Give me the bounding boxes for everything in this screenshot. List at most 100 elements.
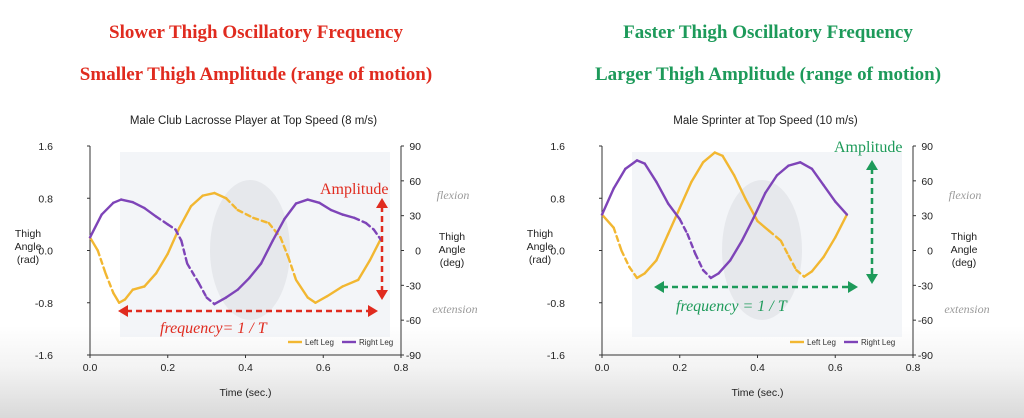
y-tick-label-left: -0.8 <box>35 298 53 310</box>
right-leg-segment <box>612 167 627 190</box>
thigh-angle-chart-sprinter: Male Sprinter at Top Speed (10 m/s) 0.0 0.… <box>527 115 990 399</box>
left-leg-segment <box>357 259 372 282</box>
left-leg-segment <box>810 255 825 273</box>
right-leg-segment <box>154 215 169 226</box>
left-leg-segment <box>368 236 383 262</box>
right-leg-segment <box>174 228 183 242</box>
panel-heading-line2: Smaller Thigh Amplitude (range of motion… <box>79 64 433 85</box>
y-tick-label-left: 1.6 <box>38 141 53 153</box>
video-backdrop <box>120 152 390 337</box>
left-leg-segment <box>822 236 837 259</box>
left-leg-segment <box>721 154 736 177</box>
left-leg-segment <box>678 180 693 210</box>
legend-label-right-leg: Right Leg <box>359 338 393 347</box>
y-tick-label-right: 90 <box>921 141 933 153</box>
amplitude-arrowhead-bottom <box>866 274 878 284</box>
left-leg-segment <box>314 295 329 304</box>
frequency-arrowhead-left <box>118 305 128 317</box>
x-axis-label: Time (sec.) <box>219 387 271 399</box>
left-leg-segment <box>834 213 849 239</box>
right-leg-segment <box>166 223 177 231</box>
y-tick-label-right: -90 <box>406 350 421 362</box>
left-leg-segment <box>201 191 216 197</box>
y-axis-label-right: (deg) <box>440 257 465 269</box>
chart-title: Male Club Lacrosse Player at Top Speed (… <box>130 115 377 127</box>
left-leg-segment <box>306 296 317 304</box>
y-tick-label-right: 60 <box>409 176 421 188</box>
right-leg-segment <box>822 183 837 203</box>
panel-heading-line1: Faster Thigh Oscillatory Frequency <box>623 22 913 43</box>
y-tick-label-right: 0 <box>927 246 933 258</box>
right-leg-segment <box>764 174 779 195</box>
left-leg-segment <box>620 249 631 269</box>
y-tick-label-left: 1.6 <box>550 141 565 153</box>
y-axis-label-left: (rad) <box>529 254 551 266</box>
right-leg-segment <box>131 200 146 210</box>
y-axis-label-right: Angle <box>951 244 978 256</box>
y-tick-label-right: 30 <box>409 211 421 223</box>
x-tick-label: 0.6 <box>828 362 843 374</box>
y-tick-label-right: 90 <box>409 141 421 153</box>
x-tick-label: 0.8 <box>906 362 921 374</box>
y-tick-label-right: -60 <box>406 315 421 327</box>
legend-label-left-leg: Left Leg <box>305 338 334 347</box>
y-tick-label-right: -30 <box>918 280 933 292</box>
right-leg-segment <box>752 191 767 220</box>
right-leg-segment <box>318 201 333 212</box>
left-leg-segment <box>294 278 309 299</box>
left-leg-segment <box>666 206 681 236</box>
right-leg-segment <box>294 198 309 205</box>
right-leg-segment <box>717 259 732 275</box>
right-leg-segment <box>666 202 681 221</box>
right-leg-segment <box>329 208 344 216</box>
amplitude-arrowhead-bottom <box>376 290 388 300</box>
x-tick-label: 0.8 <box>394 362 409 374</box>
left-leg-segment <box>189 194 204 208</box>
left-leg-segment <box>252 216 271 225</box>
right-leg-segment <box>180 239 189 265</box>
right-leg-segment <box>678 217 689 236</box>
y-tick-label-left: 0.8 <box>38 193 53 205</box>
right-leg-segment <box>600 187 615 216</box>
legend-label-left-leg: Left Leg <box>807 338 836 347</box>
left-leg-segment <box>787 254 798 272</box>
video-backdrop <box>632 152 902 337</box>
right-leg-segment <box>213 296 228 306</box>
amplitude-label: Amplitude <box>834 139 902 156</box>
left-leg-segment <box>612 226 623 252</box>
left-panel: Slower Thigh Oscillatory Frequency Small… <box>15 22 478 399</box>
panel-heading-line1: Slower Thigh Oscillatory Frequency <box>109 22 403 43</box>
right-leg-segment <box>655 180 670 205</box>
left-leg-segment <box>154 252 169 275</box>
left-leg-segment <box>325 285 344 298</box>
right-leg-segment <box>353 216 368 225</box>
right-leg-segment <box>236 276 251 291</box>
frequency-arrowhead-right <box>368 305 378 317</box>
right-leg-segment <box>729 239 744 262</box>
right-leg-segment <box>834 200 849 216</box>
left-leg-segment <box>655 232 670 262</box>
left-leg-segment <box>236 208 255 220</box>
y-tick-label-left: 0.0 <box>550 246 565 258</box>
right-leg-segment <box>643 162 658 184</box>
left-leg-segment <box>112 291 121 304</box>
frequency-arrowhead-left <box>654 281 664 293</box>
left-leg-segment <box>744 198 759 223</box>
x-axis-label: Time (sec.) <box>731 387 783 399</box>
left-leg-segment <box>96 249 107 275</box>
left-leg-segment <box>767 229 783 242</box>
y-tick-label-right: 0 <box>415 246 421 258</box>
flexion-label: flexion <box>949 188 982 202</box>
left-leg-segment <box>143 272 158 288</box>
right-leg-segment <box>364 221 375 231</box>
left-leg-segment <box>795 268 806 278</box>
right-leg-segment <box>119 198 134 204</box>
y-tick-label-right: 30 <box>921 211 933 223</box>
left-leg-segment <box>224 197 239 212</box>
left-leg-segment <box>287 255 298 282</box>
right-leg-segment <box>197 281 208 299</box>
y-axis-label-right: Thigh <box>951 231 977 243</box>
right-leg-segment <box>306 198 321 205</box>
left-leg-segment <box>635 272 646 280</box>
y-tick-label-left: 0.8 <box>550 193 565 205</box>
